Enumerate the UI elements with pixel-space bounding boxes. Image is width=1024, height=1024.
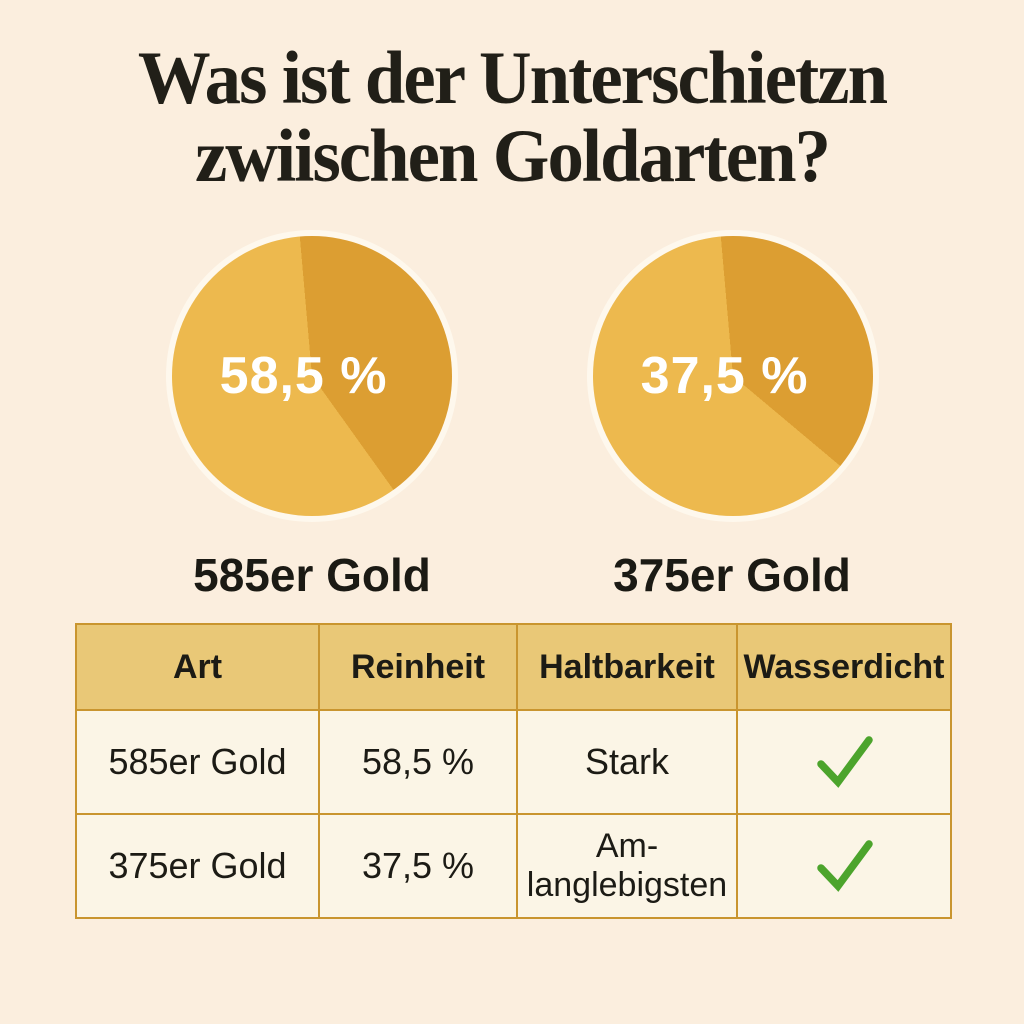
cell-art-585: 585er Gold	[75, 709, 320, 815]
table-row-585er-gold: 585er Gold 58,5 % Stark	[75, 709, 952, 815]
table-header-reinheit: Reinheit	[318, 623, 518, 711]
page-title-line-1: Was ist der Unterschietzn	[137, 37, 888, 120]
table-header-wasserdicht: Wasserdicht	[736, 623, 952, 711]
cell-wasserdicht-375	[736, 813, 952, 919]
page-title: Was ist der Unterschietzn zwiischen Gold…	[15, 40, 1008, 196]
cell-reinheit-375: 37,5 %	[318, 813, 518, 919]
gold-comparison-table: Art Reinheit Haltbarkeit Wasserdicht 585…	[75, 623, 952, 919]
table-header-haltbarkeit: Haltbarkeit	[516, 623, 738, 711]
checkmark-icon	[811, 837, 877, 895]
table-row-375er-gold: 375er Gold 37,5 % Am- langlebigsten	[75, 813, 952, 919]
cell-haltbarkeit-585: Stark	[516, 709, 738, 815]
page-title-line-2: zwiischen Goldarten?	[194, 115, 831, 198]
pie-chart-375er-gold: 37,5 %	[593, 236, 873, 516]
cell-haltbarkeit-375: Am- langlebigsten	[516, 813, 738, 919]
pie-caption-375er-gold: 375er Gold	[613, 549, 851, 601]
pie-chart-585er-gold: 58,5 %	[172, 236, 452, 516]
pie-375-center-label: 37,5 %	[640, 347, 809, 405]
pie-caption-585er-gold: 585er Gold	[193, 549, 431, 601]
cell-art-375: 375er Gold	[75, 813, 320, 919]
cell-reinheit-585: 58,5 %	[318, 709, 518, 815]
table-header-row: Art Reinheit Haltbarkeit Wasserdicht	[75, 623, 952, 711]
pie-585-center-label: 58,5 %	[219, 347, 388, 405]
cell-wasserdicht-585	[736, 709, 952, 815]
checkmark-icon	[811, 733, 877, 791]
table-header-art: Art	[75, 623, 320, 711]
